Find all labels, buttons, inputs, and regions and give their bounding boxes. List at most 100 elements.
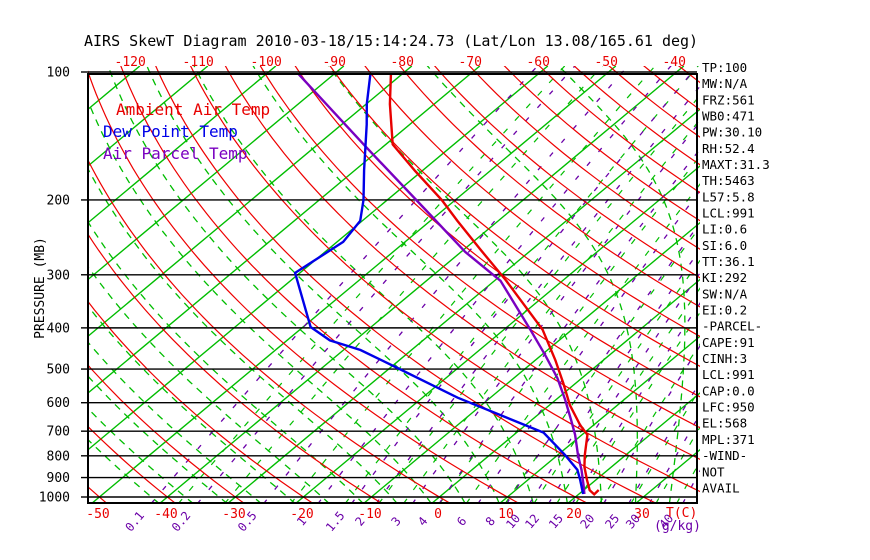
plot-border [87,73,698,504]
dry-adiabat-30 [155,66,657,503]
stat-line: MAXT:31.3 [702,157,770,172]
ice-sat-line-3 [439,155,700,503]
isotherm--80 [88,66,413,338]
ice-saturation-lines [178,66,700,503]
pressure-tick-label: 200 [47,193,70,208]
stat-line: RH:52.4 [702,141,755,156]
pressure-tick-label: 900 [47,471,70,486]
moist-adiabat-30 [426,66,638,503]
dry-adiabat-20 [120,66,589,503]
dry-adiabat-0 [88,159,451,503]
mixing-ratio-line-3 [412,120,700,503]
dry-adiabat-150 [573,66,700,166]
top-temp-tick-label: -100 [251,55,282,70]
mixing-ratio-label: 25 [602,511,622,531]
isotherm-20 [567,392,700,503]
pressure-axis-labels: 100 200 300 400 500 600 700 800 900 1000 [39,66,70,506]
isotherm--10 [363,221,700,503]
dew-point-curve [293,74,585,495]
dry-adiabat-160 [608,66,700,138]
dry-adiabat-130 [503,66,700,222]
stat-line: LFC:950 [702,400,755,415]
bottom-temp-tick-label: -30 [222,507,245,522]
isotherm--90 [88,66,345,281]
temp-axis-unit: T(C) [666,506,697,521]
ice-sat-line-12 [575,311,700,503]
mixing-ratio-label: 12 [522,511,542,531]
moist-adiabat-15 [193,66,534,503]
ice-sat-line-8 [533,259,700,503]
legend-dew-point: Dew Point Temp [103,122,238,141]
stat-line: LCL:991 [702,367,755,382]
pressure-axis-title: PRESSURE (MB) [33,237,48,339]
pressure-tick-label: 800 [47,449,70,464]
isotherm-10 [499,335,700,503]
dry-adiabat-50 [224,66,700,461]
moist-adiabat-25 [327,66,603,503]
stat-line: TT:36.1 [702,254,755,269]
ice-sat-line-6 [504,226,700,503]
isotherm--20 [295,165,700,503]
stat-line: PW:30.10 [702,125,762,140]
isotherm--70 [88,66,481,394]
pressure-tick-label: 500 [47,363,70,378]
dry-adiabat-90 [364,66,700,338]
ice-sat-line-1 [344,66,699,503]
mixing-ratio-line-0.2 [197,66,576,503]
mixing-ratio-label: 0.1 [122,509,147,535]
pressure-tick-label: 100 [47,66,70,81]
mixing-ratio-axis-labels: 0.1 0.2 0.5 1 1.5 2 3 4 6 8 10 12 15 20 25 30 40 [122,509,676,535]
legend-air-parcel: Air Parcel Temp [103,144,248,163]
chart-title: AIRS SkewT Diagram 2010-03-18/15:14:24.7… [84,32,698,50]
stat-line: LI:0.6 [702,222,747,237]
moist-adiabat-lines [88,66,686,503]
ice-sat-line-0.2 [224,66,603,503]
dry-adiabat--30 [88,364,245,503]
isotherm--110 [88,66,209,167]
sounding-curves [293,74,600,497]
bottom-temp-tick-label: 20 [566,507,582,522]
stat-line: -PARCEL- [702,319,762,334]
mixing-ratio-line-1 [317,66,672,503]
stat-line: TP:100 [702,60,747,75]
bottom-temperature-labels: -50 -40 -30 -20 -10 0 10 20 30 [86,507,650,522]
stat-line: SW:N/A [702,286,748,301]
stat-line: EL:568 [702,416,747,431]
stat-line: WB0:471 [702,109,755,124]
mixing-ratio-label: 4 [415,514,430,529]
mixing-ratio-label: 6 [454,514,469,529]
dry-adiabat-60 [259,66,700,429]
top-temp-tick-label: -80 [390,55,413,70]
bottom-temp-tick-label: -40 [154,507,177,522]
stat-line: NOT [702,464,725,479]
top-temp-tick-label: -50 [594,55,617,70]
top-temp-tick-label: -60 [526,55,549,70]
dry-adiabat--10 [88,233,383,503]
moist-adiabat-10 [146,66,500,503]
pressure-tick-label: 700 [47,425,70,440]
pressure-tick-label: 300 [47,268,70,283]
ice-sat-line-0.1 [178,66,566,503]
top-temperature-labels: -120 -110 -100 -90 -80 -70 -60 -50 -40 [115,55,686,70]
mixing-ratio-label: 15 [546,511,566,531]
moist-adiabat-35 [557,66,686,503]
moist-adiabat-20 [252,66,568,503]
ambient-temp-curve [388,74,600,497]
stat-line: CAPE:91 [702,335,755,350]
top-temp-tick-label: -70 [458,55,481,70]
stat-line: LCL:991 [702,206,755,221]
dry-adiabat-120 [468,66,700,250]
ice-sat-line-1.5 [378,94,700,503]
stat-line: CAP:0.0 [702,383,755,398]
dry-adiabat-110 [433,66,700,279]
ice-sat-line-15 [599,343,700,503]
dry-adiabat-140 [538,66,700,194]
bottom-temp-tick-label: 0 [434,507,442,522]
mixing-ratio-label: 8 [483,514,498,529]
mixing-ratio-line-8 [506,221,700,503]
pressure-tick-label: 1000 [39,491,70,506]
bottom-temp-tick-label: 10 [498,507,514,522]
